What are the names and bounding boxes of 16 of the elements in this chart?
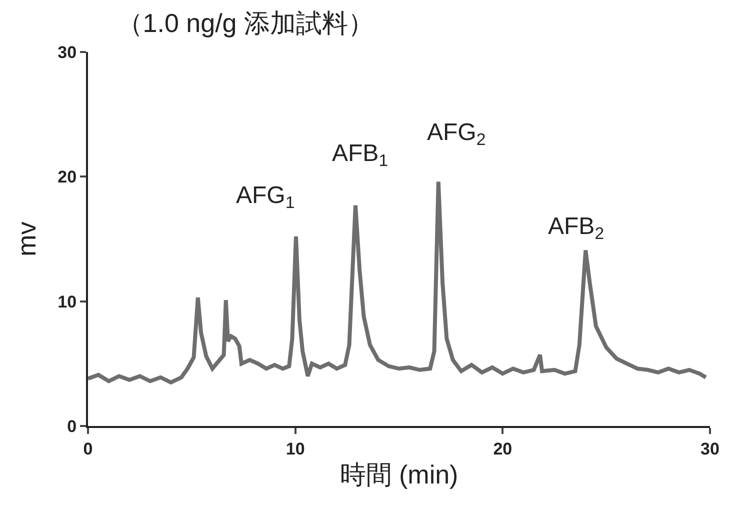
- line-series: [88, 180, 708, 384]
- y-tick-label: 0: [67, 416, 77, 436]
- annotation: AFB$_{2}$: [548, 213, 604, 244]
- annotation: AFB$_{1}$: [332, 140, 388, 170]
- y-tick-label: 20: [58, 168, 77, 187]
- x-tick-label: 30: [700, 439, 720, 458]
- annotation: AFG$_{1}$: [236, 182, 295, 212]
- y-tick-label: 10: [58, 292, 77, 312]
- annotation: AFG$_{2}$: [427, 119, 486, 150]
- x-tick-label: 20: [493, 439, 512, 458]
- y-tick-label: 30: [58, 42, 77, 62]
- chart-title: （1.0 ng/g 添加試料）: [116, 8, 374, 38]
- x-tick-label: 0: [83, 439, 93, 458]
- x-tick-label: 10: [286, 439, 305, 458]
- x-axis-title: 時間 (min): [340, 460, 458, 490]
- y-axis-title: mv: [12, 222, 42, 256]
